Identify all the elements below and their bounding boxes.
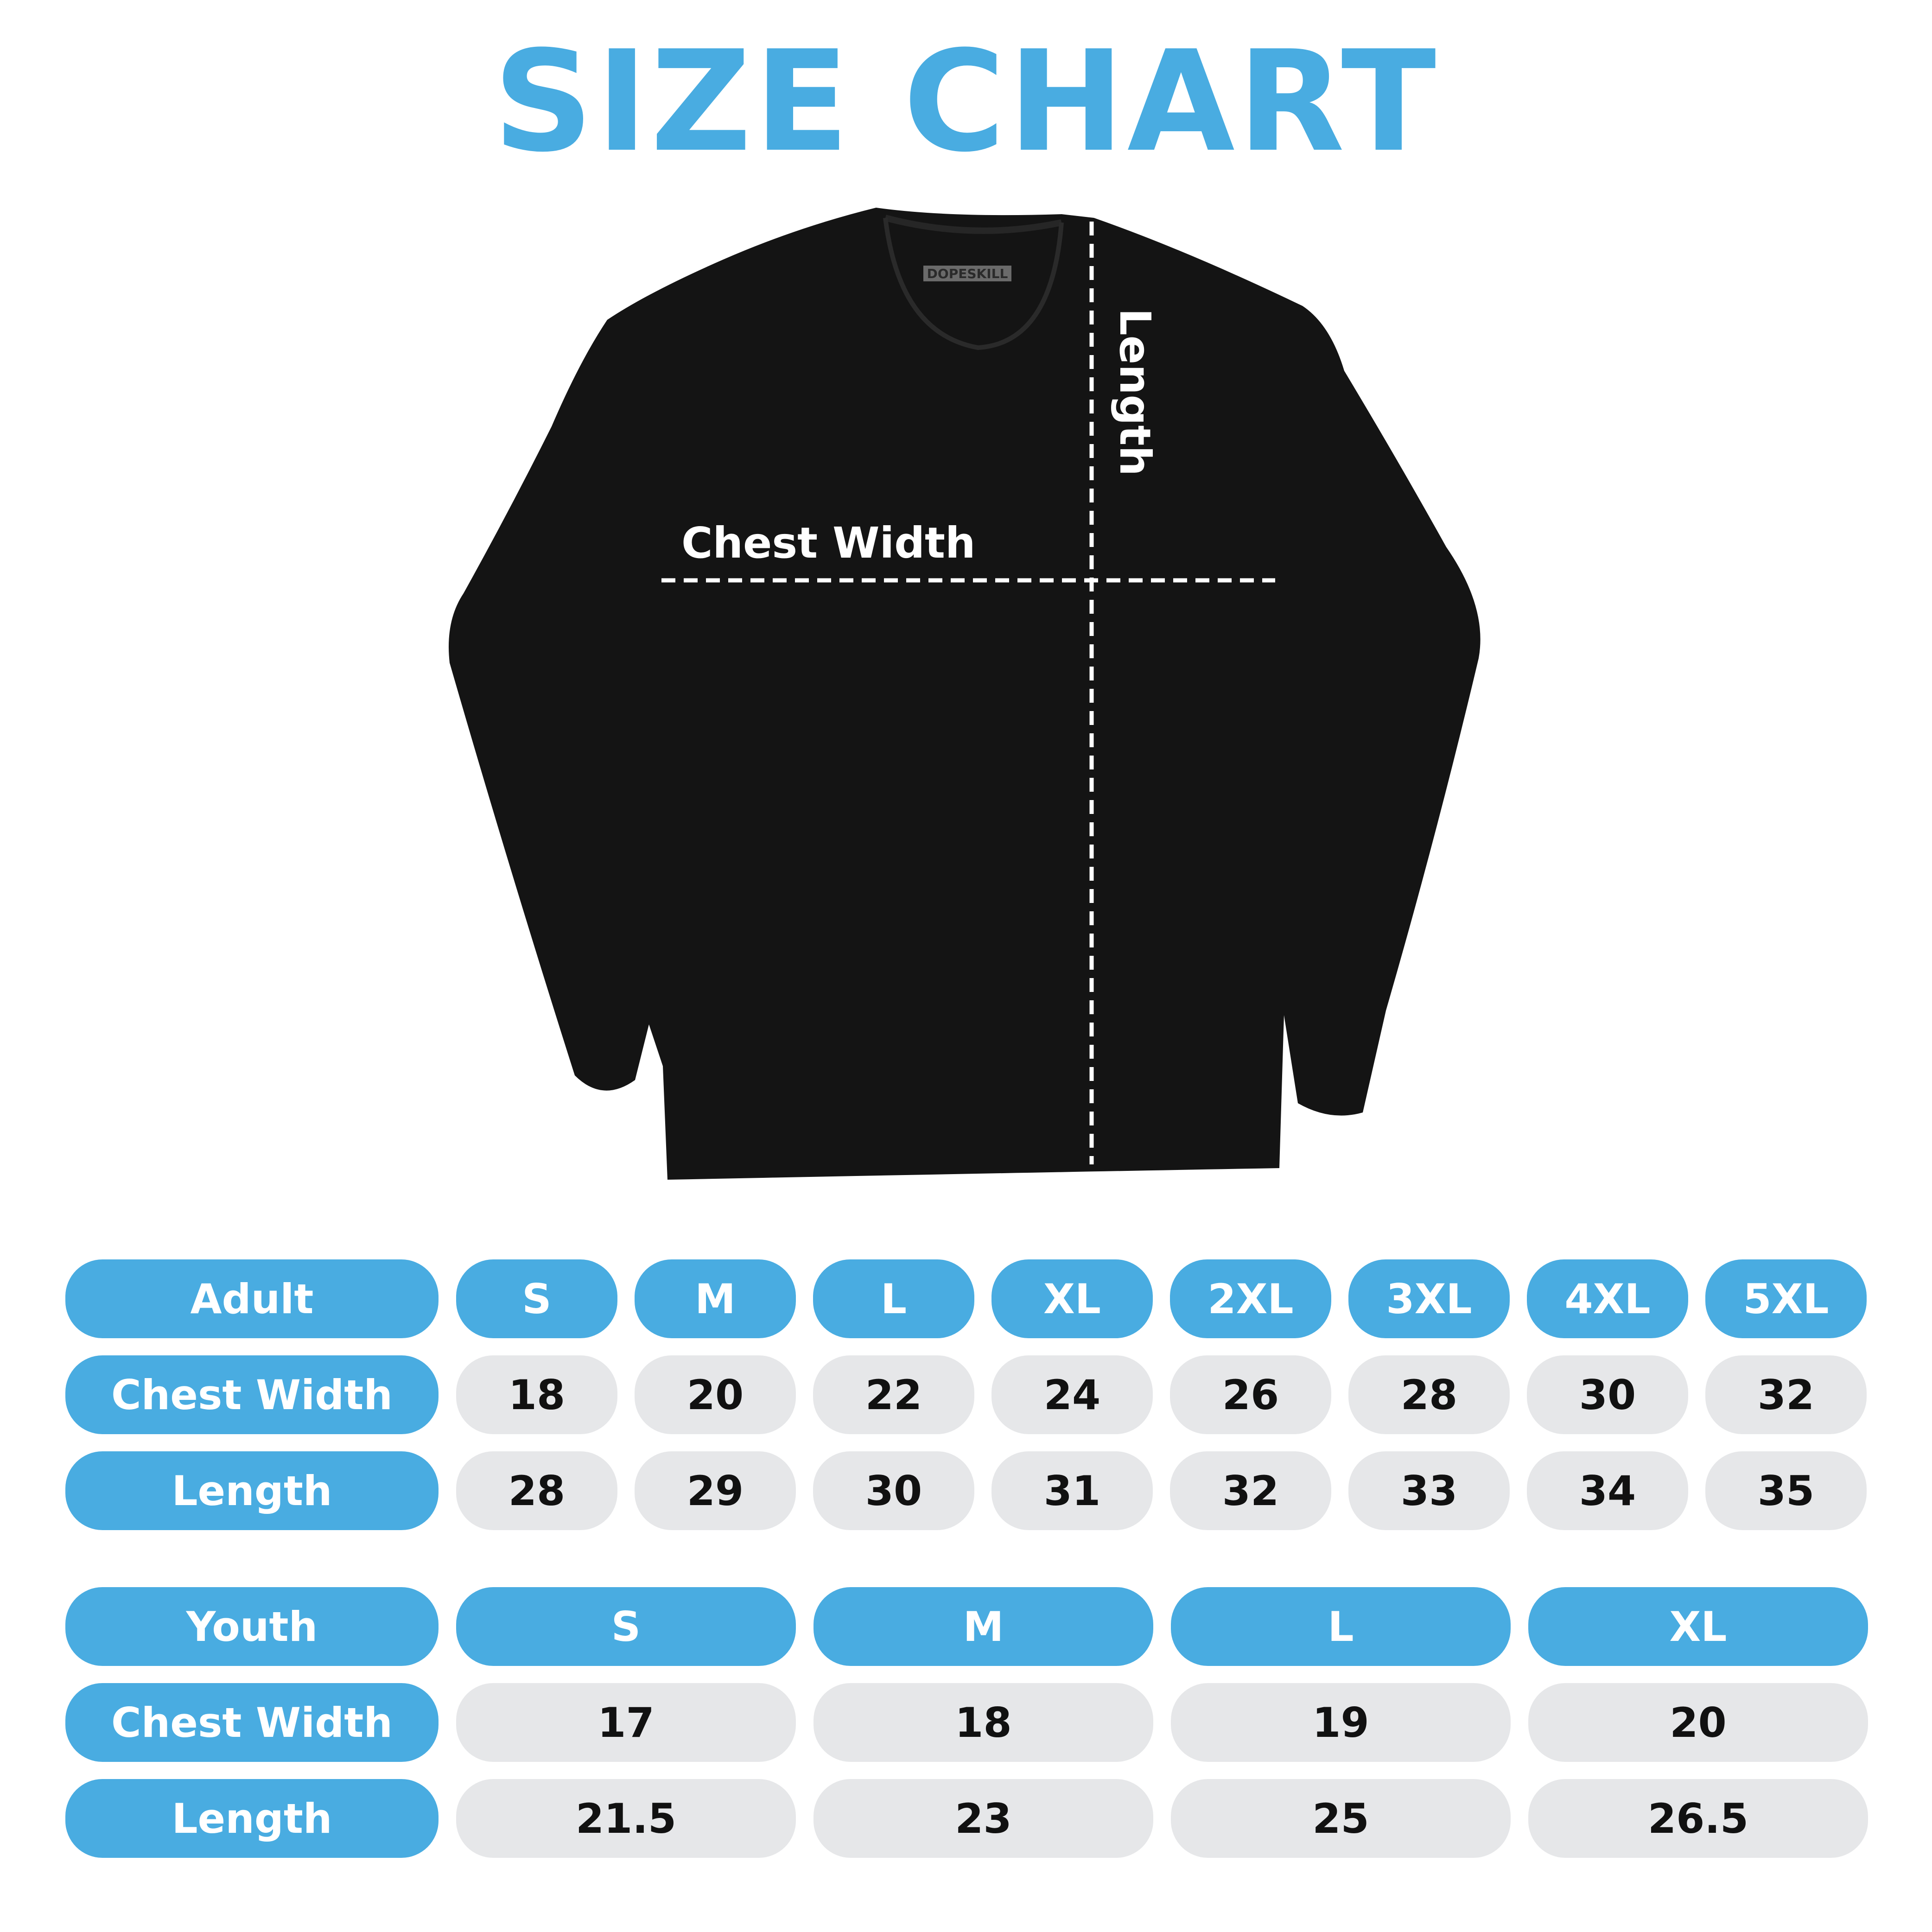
- youth-row-label: Chest Width: [65, 1683, 439, 1762]
- youth-size-header: XL: [1528, 1587, 1868, 1666]
- adult-size-header: XL: [991, 1259, 1153, 1338]
- youth-size-header: L: [1171, 1587, 1511, 1666]
- youth-value-cell: 23: [813, 1779, 1153, 1858]
- adult-header: Adult: [65, 1259, 439, 1338]
- adult-row-label: Chest Width: [65, 1355, 439, 1434]
- length-label: Length: [1110, 308, 1160, 476]
- adult-value-cell: 30: [813, 1451, 974, 1530]
- adult-value-cell: 28: [1348, 1355, 1510, 1434]
- adult-value-cell: 31: [991, 1451, 1153, 1530]
- youth-value-cell: 18: [813, 1683, 1153, 1762]
- chest-width-label: Chest Width: [681, 518, 976, 568]
- adult-size-header: S: [456, 1259, 617, 1338]
- page-title: SIZE CHART: [493, 21, 1439, 183]
- youth-value-cell: 19: [1171, 1683, 1511, 1762]
- brand-tag: DOPESKILL: [923, 266, 1011, 281]
- adult-value-cell: 34: [1527, 1451, 1688, 1530]
- adult-value-cell: 32: [1705, 1355, 1867, 1434]
- adult-value-cell: 35: [1705, 1451, 1867, 1530]
- youth-header: Youth: [65, 1587, 439, 1666]
- adult-row-label: Length: [65, 1451, 439, 1530]
- youth-size-header: S: [456, 1587, 796, 1666]
- shirt-shape: [449, 208, 1481, 1180]
- adult-value-cell: 24: [991, 1355, 1153, 1434]
- adult-size-header: 3XL: [1348, 1259, 1510, 1338]
- youth-row-label: Length: [65, 1779, 439, 1858]
- adult-value-cell: 18: [456, 1355, 617, 1434]
- adult-value-cell: 33: [1348, 1451, 1510, 1530]
- adult-size-header: M: [635, 1259, 796, 1338]
- adult-size-header: 4XL: [1527, 1259, 1688, 1338]
- adult-value-cell: 20: [635, 1355, 796, 1434]
- youth-size-header: M: [813, 1587, 1153, 1666]
- adult-size-header: L: [813, 1259, 974, 1338]
- adult-value-cell: 32: [1170, 1451, 1331, 1530]
- youth-value-cell: 25: [1171, 1779, 1511, 1858]
- adult-value-cell: 22: [813, 1355, 974, 1434]
- adult-value-cell: 29: [635, 1451, 796, 1530]
- shirt-image: [449, 208, 1481, 1180]
- youth-value-cell: 20: [1528, 1683, 1868, 1762]
- adult-value-cell: 30: [1527, 1355, 1688, 1434]
- youth-value-cell: 21.5: [456, 1779, 796, 1858]
- adult-size-header: 5XL: [1705, 1259, 1867, 1338]
- adult-value-cell: 28: [456, 1451, 617, 1530]
- adult-value-cell: 26: [1170, 1355, 1331, 1434]
- youth-value-cell: 26.5: [1528, 1779, 1868, 1858]
- youth-value-cell: 17: [456, 1683, 796, 1762]
- adult-size-header: 2XL: [1170, 1259, 1331, 1338]
